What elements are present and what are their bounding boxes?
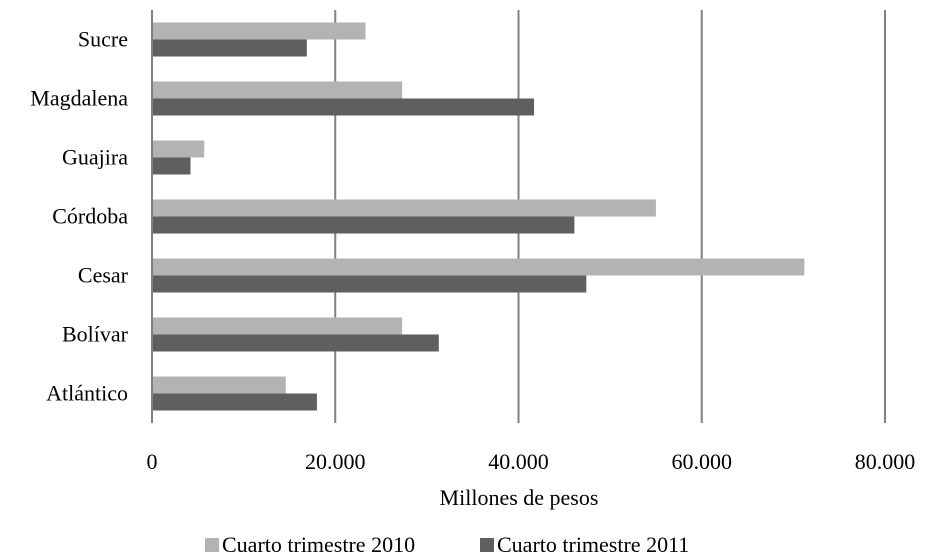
bar-atl-ntico-series-2 — [152, 393, 317, 411]
bar-c-rdoba-series-1 — [152, 199, 656, 217]
bar-cesar-series-1 — [152, 258, 805, 276]
bar-bol-var-series-1 — [152, 317, 403, 335]
bar-bol-var-series-2 — [152, 334, 439, 352]
bar-c-rdoba-series-2 — [152, 216, 575, 234]
legend-label: Cuarto trimestre 2011 — [497, 532, 689, 556]
x-tick-label: 40.000 — [488, 449, 549, 474]
category-labels: Sucre Magdalena Guajira Córdoba Cesar Bolívar… — [30, 27, 128, 406]
category-label: Magdalena — [30, 86, 128, 111]
bar-sucre-series-2 — [152, 39, 307, 57]
x-tick-labels: 0 20.000 40.000 60.000 80.000 — [147, 449, 916, 474]
category-label: Córdoba — [52, 204, 128, 229]
x-tick-label: 20.000 — [305, 449, 366, 474]
category-label: Bolívar — [62, 322, 129, 347]
bar-cesar-series-2 — [152, 275, 587, 293]
legend-swatch — [480, 538, 494, 552]
legend-label: Cuarto trimestre 2010 — [222, 532, 415, 556]
x-tick-label: 80.000 — [855, 449, 916, 474]
legend-swatch — [205, 538, 219, 552]
bar-magdalena-series-2 — [152, 98, 535, 116]
x-axis-title: Millones de pesos — [440, 485, 599, 510]
bar-atl-ntico-series-1 — [152, 376, 286, 394]
bar-guajira-series-2 — [152, 157, 191, 175]
bars — [152, 22, 805, 411]
category-label: Guajira — [62, 145, 128, 170]
legend: Cuarto trimestre 2010 Cuarto trimestre 20… — [205, 532, 689, 556]
category-label: Atlántico — [46, 381, 128, 406]
x-tick-label: 0 — [147, 449, 158, 474]
bar-magdalena-series-1 — [152, 81, 403, 99]
category-label: Sucre — [78, 27, 128, 52]
bar-sucre-series-1 — [152, 22, 366, 40]
bar-guajira-series-1 — [152, 140, 205, 158]
category-label: Cesar — [78, 263, 129, 288]
x-tick-label: 60.000 — [672, 449, 733, 474]
